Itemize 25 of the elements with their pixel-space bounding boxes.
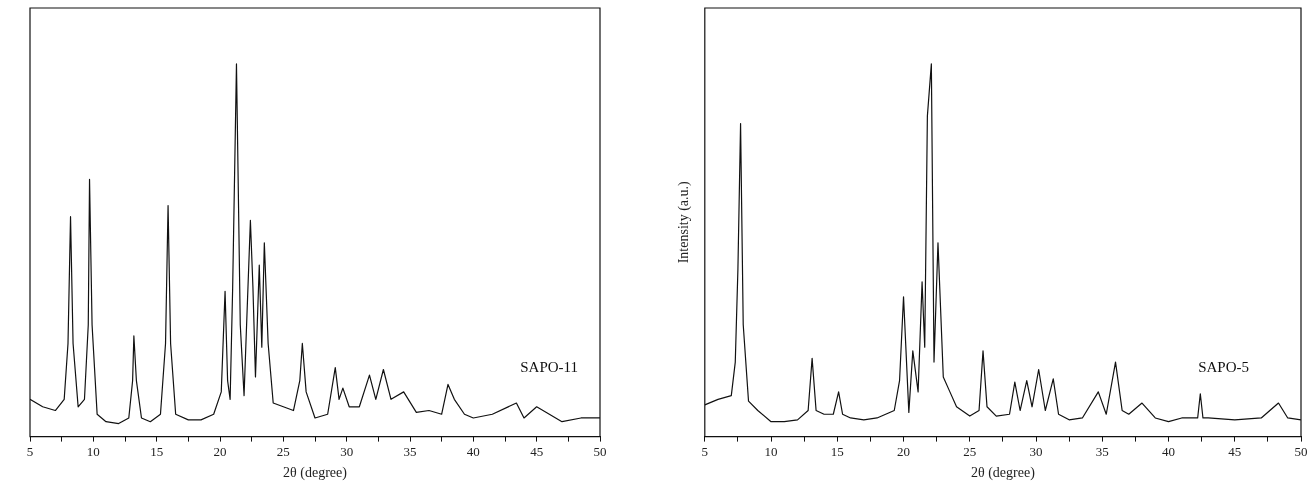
x-tick-label: 35 bbox=[403, 443, 417, 459]
x-tick-label: 25 bbox=[276, 443, 290, 459]
x-tick-label: 20 bbox=[213, 443, 227, 459]
x-tick-label: 15 bbox=[830, 443, 844, 459]
x-tick-label: 35 bbox=[1095, 443, 1109, 459]
x-tick-label: 50 bbox=[593, 443, 607, 459]
x-tick-label: 30 bbox=[1029, 443, 1043, 459]
x-tick-label: 20 bbox=[897, 443, 911, 459]
x-tick-label: 40 bbox=[1162, 443, 1176, 459]
series-label: SAPO-11 bbox=[520, 358, 578, 375]
x-axis-title: 2θ (degree) bbox=[283, 465, 348, 482]
x-tick-label: 15 bbox=[150, 443, 164, 459]
x-tick-label: 10 bbox=[86, 443, 100, 459]
x-tick-label: 45 bbox=[1228, 443, 1242, 459]
x-tick-label: 50 bbox=[1294, 443, 1308, 459]
y-axis-title: Intensity (a.u.) bbox=[676, 180, 693, 264]
x-tick-label: 10 bbox=[764, 443, 778, 459]
x-tick-label: 5 bbox=[26, 443, 34, 459]
series-label: SAPO-5 bbox=[1198, 358, 1249, 375]
x-tick-label: 5 bbox=[701, 443, 709, 459]
x-axis-title: 2θ (degree) bbox=[970, 465, 1036, 482]
x-tick-label: 30 bbox=[340, 443, 354, 459]
x-tick-label: 25 bbox=[963, 443, 977, 459]
x-tick-label: 45 bbox=[530, 443, 544, 459]
x-tick-label: 40 bbox=[466, 443, 480, 459]
